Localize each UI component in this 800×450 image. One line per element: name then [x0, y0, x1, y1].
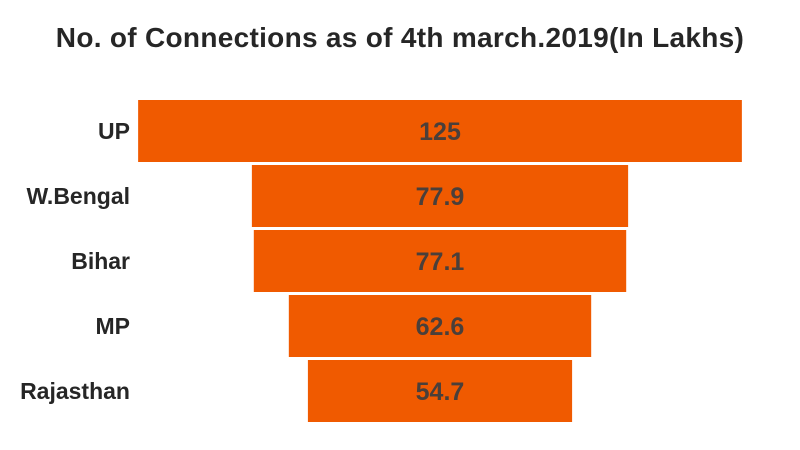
category-label: Rajasthan [20, 378, 130, 404]
category-label: UP [98, 118, 130, 144]
data-label: 77.1 [416, 248, 465, 276]
bar-up [138, 100, 742, 162]
bar-rajasthan [307, 360, 573, 422]
data-label: 62.6 [416, 313, 465, 341]
data-label: 54.7 [416, 378, 465, 406]
chart-title: No. of Connections as of 4th march.2019(… [55, 22, 745, 53]
category-label: W.Bengal [26, 183, 130, 209]
bar-bihar [253, 230, 627, 292]
category-label: MP [96, 313, 131, 339]
bar-mp [288, 295, 592, 357]
data-label: 77.9 [416, 183, 465, 211]
data-label: 125 [419, 118, 461, 146]
bar-w-bengal [251, 165, 629, 227]
category-label: Bihar [71, 248, 130, 274]
